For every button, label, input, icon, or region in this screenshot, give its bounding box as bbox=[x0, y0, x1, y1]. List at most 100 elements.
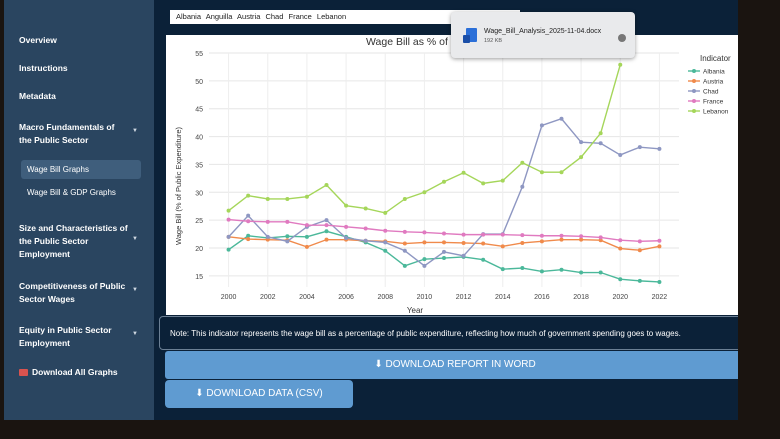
data-point-austria[interactable] bbox=[559, 237, 564, 242]
data-point-austria[interactable] bbox=[637, 248, 642, 253]
sidebar-item-download-all[interactable]: Download All Graphs bbox=[19, 366, 118, 379]
data-point-lebanon[interactable] bbox=[520, 160, 525, 165]
data-point-france[interactable] bbox=[520, 233, 525, 238]
data-point-france[interactable] bbox=[422, 230, 427, 235]
data-point-lebanon[interactable] bbox=[324, 183, 329, 188]
data-point-austria[interactable] bbox=[618, 246, 623, 251]
data-point-austria[interactable] bbox=[422, 240, 427, 245]
data-point-france[interactable] bbox=[304, 223, 309, 228]
data-point-france[interactable] bbox=[402, 229, 407, 234]
data-point-lebanon[interactable] bbox=[422, 190, 427, 195]
data-point-france[interactable] bbox=[442, 231, 446, 236]
data-point-albania[interactable] bbox=[520, 266, 525, 271]
data-point-lebanon[interactable] bbox=[226, 208, 231, 213]
legend-item-lebanon[interactable]: Lebanon bbox=[703, 109, 729, 116]
data-point-lebanon[interactable] bbox=[618, 62, 623, 67]
data-point-chad[interactable] bbox=[618, 152, 623, 157]
data-point-albania[interactable] bbox=[500, 267, 505, 272]
data-point-france[interactable] bbox=[246, 219, 251, 224]
chevron-down-icon[interactable]: ▼ bbox=[132, 287, 138, 293]
data-point-france[interactable] bbox=[344, 224, 349, 229]
data-point-lebanon[interactable] bbox=[246, 193, 251, 198]
sidebar-item-macro-fundamentals[interactable]: Macro Fundamentals of the Public Sector bbox=[19, 121, 114, 147]
data-point-france[interactable] bbox=[598, 235, 603, 240]
data-point-lebanon[interactable] bbox=[500, 178, 505, 183]
data-point-albania[interactable] bbox=[637, 278, 642, 283]
data-point-albania[interactable] bbox=[559, 267, 564, 272]
data-point-chad[interactable] bbox=[422, 263, 427, 268]
sidebar-item-overview[interactable]: Overview bbox=[19, 35, 57, 45]
data-point-chad[interactable] bbox=[442, 249, 446, 254]
data-point-lebanon[interactable] bbox=[461, 170, 466, 175]
data-point-chad[interactable] bbox=[520, 184, 525, 189]
data-point-france[interactable] bbox=[461, 232, 466, 237]
data-point-chad[interactable] bbox=[344, 235, 349, 240]
download-toast[interactable]: Wage_Bill_Analysis_2025-11-04.docx 192 K… bbox=[451, 12, 635, 58]
data-point-albania[interactable] bbox=[422, 257, 427, 262]
data-point-austria[interactable] bbox=[520, 240, 525, 245]
data-point-austria[interactable] bbox=[579, 237, 584, 242]
data-point-chad[interactable] bbox=[324, 218, 329, 223]
data-point-albania[interactable] bbox=[579, 270, 584, 275]
data-point-france[interactable] bbox=[539, 233, 544, 238]
data-point-albania[interactable] bbox=[285, 234, 290, 239]
data-point-france[interactable] bbox=[285, 219, 290, 224]
data-point-albania[interactable] bbox=[324, 229, 329, 234]
data-point-albania[interactable] bbox=[304, 234, 309, 239]
sidebar-item-size-characteristics[interactable]: Size and Characteristics of the Public S… bbox=[19, 222, 128, 261]
close-icon[interactable] bbox=[618, 34, 626, 42]
data-point-chad[interactable] bbox=[657, 146, 662, 151]
data-point-albania[interactable] bbox=[481, 257, 486, 262]
sidebar-subitem-wage-bill-graphs[interactable]: Wage Bill Graphs bbox=[21, 160, 141, 179]
data-point-albania[interactable] bbox=[442, 256, 446, 261]
data-point-chad[interactable] bbox=[539, 123, 544, 128]
data-point-albania[interactable] bbox=[598, 270, 603, 275]
data-point-lebanon[interactable] bbox=[539, 170, 544, 175]
data-point-france[interactable] bbox=[500, 232, 505, 237]
data-point-lebanon[interactable] bbox=[481, 181, 486, 186]
data-point-chad[interactable] bbox=[246, 213, 251, 218]
data-point-france[interactable] bbox=[579, 234, 584, 239]
data-point-austria[interactable] bbox=[461, 240, 466, 245]
data-point-france[interactable] bbox=[637, 239, 642, 244]
download-word-button[interactable]: ⬇ DOWNLOAD REPORT IN WORD bbox=[165, 351, 738, 379]
data-point-chad[interactable] bbox=[402, 248, 407, 253]
data-point-france[interactable] bbox=[559, 233, 564, 238]
data-point-lebanon[interactable] bbox=[363, 206, 368, 211]
data-point-france[interactable] bbox=[383, 228, 388, 233]
data-point-austria[interactable] bbox=[402, 241, 407, 246]
data-point-france[interactable] bbox=[324, 223, 329, 228]
data-point-lebanon[interactable] bbox=[285, 196, 290, 201]
chevron-down-icon[interactable]: ▼ bbox=[132, 331, 138, 337]
data-point-france[interactable] bbox=[481, 232, 486, 237]
data-point-lebanon[interactable] bbox=[442, 179, 446, 184]
sidebar-item-metadata[interactable]: Metadata bbox=[19, 91, 56, 101]
data-point-chad[interactable] bbox=[579, 140, 584, 145]
data-point-albania[interactable] bbox=[383, 248, 388, 253]
download-csv-button[interactable]: ⬇ DOWNLOAD DATA (CSV) bbox=[165, 380, 353, 408]
sidebar-item-instructions[interactable]: Instructions bbox=[19, 63, 68, 73]
chevron-down-icon[interactable]: ▼ bbox=[132, 128, 138, 134]
chevron-down-icon[interactable]: ▼ bbox=[132, 236, 138, 242]
sidebar-item-equity[interactable]: Equity in Public Sector Employment bbox=[19, 324, 112, 350]
legend-item-chad[interactable]: Chad bbox=[703, 89, 719, 96]
data-point-lebanon[interactable] bbox=[598, 131, 603, 136]
data-point-albania[interactable] bbox=[226, 247, 231, 252]
data-point-austria[interactable] bbox=[481, 241, 486, 246]
data-point-chad[interactable] bbox=[265, 234, 270, 239]
data-point-lebanon[interactable] bbox=[304, 194, 309, 199]
data-point-chad[interactable] bbox=[637, 145, 642, 150]
data-point-chad[interactable] bbox=[461, 253, 466, 258]
data-point-albania[interactable] bbox=[402, 263, 407, 268]
legend-item-albania[interactable]: Albania bbox=[703, 69, 725, 76]
legend-item-austria[interactable]: Austria bbox=[703, 79, 724, 86]
sidebar-subitem-wage-bill-gdp-graphs[interactable]: Wage Bill & GDP Graphs bbox=[27, 188, 116, 197]
data-point-austria[interactable] bbox=[500, 244, 505, 249]
legend-item-france[interactable]: France bbox=[703, 99, 724, 106]
data-point-albania[interactable] bbox=[246, 233, 251, 238]
data-point-albania[interactable] bbox=[618, 277, 623, 282]
data-point-france[interactable] bbox=[363, 226, 368, 231]
data-point-chad[interactable] bbox=[598, 141, 603, 146]
data-point-chad[interactable] bbox=[285, 239, 290, 244]
data-point-austria[interactable] bbox=[657, 244, 662, 249]
